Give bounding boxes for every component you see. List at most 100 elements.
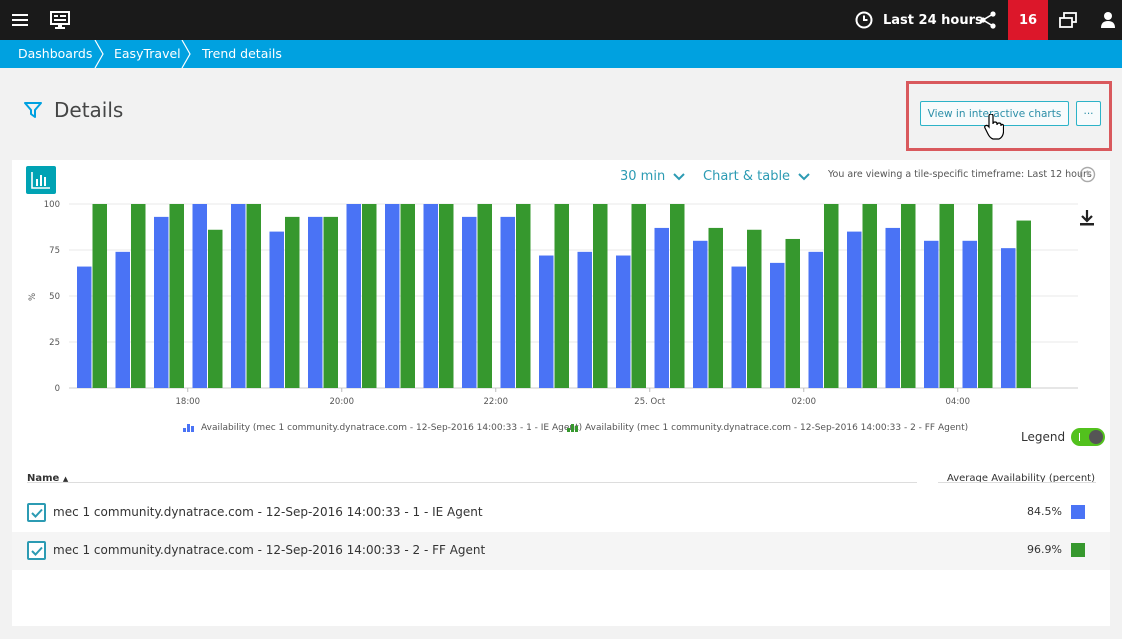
- table-row[interactable]: mec 1 community.dynatrace.com - 12-Sep-2…: [12, 532, 1110, 570]
- bar-ff[interactable]: [285, 216, 300, 388]
- bar-ff[interactable]: [939, 204, 955, 388]
- bar-ff[interactable]: [477, 204, 493, 388]
- bar-ff[interactable]: [824, 204, 839, 388]
- breadcrumb-dashboards[interactable]: Dashboards: [18, 46, 93, 61]
- bar-ff[interactable]: [208, 229, 223, 388]
- bar-ff[interactable]: [670, 204, 685, 388]
- bar-ie[interactable]: [346, 204, 362, 388]
- sort-asc-icon: ▲: [62, 475, 69, 483]
- bar-ie[interactable]: [308, 216, 323, 388]
- bar-ff[interactable]: [362, 204, 377, 388]
- chevron-down-icon: [798, 172, 810, 180]
- menu-icon[interactable]: [8, 0, 32, 40]
- bar-ie[interactable]: [770, 262, 785, 388]
- bar-ie[interactable]: [847, 231, 862, 388]
- user-icon[interactable]: [1096, 0, 1120, 40]
- breadcrumb-separator-icon: [181, 40, 191, 68]
- bar-ie[interactable]: [539, 255, 554, 388]
- column-header-name[interactable]: Name ▲: [27, 473, 68, 484]
- highlight-box: [906, 81, 1112, 151]
- legend-label-ie: Availability (mec 1 community.dynatrace.…: [201, 423, 583, 433]
- bar-ff[interactable]: [747, 229, 762, 388]
- bar-ie[interactable]: [693, 240, 708, 388]
- clock-icon: [855, 11, 873, 29]
- clock-icon[interactable]: [1079, 166, 1096, 183]
- x-tick-label: 04:00: [946, 397, 971, 407]
- bar-ff[interactable]: [631, 204, 647, 388]
- resolution-dropdown[interactable]: 30 min: [620, 169, 685, 184]
- bar-ff[interactable]: [439, 204, 454, 388]
- legend-label-ff: Availability (mec 1 community.dynatrace.…: [585, 423, 969, 433]
- x-tick-label: 18:00: [176, 397, 201, 407]
- bar-ff[interactable]: [593, 204, 608, 388]
- series-color-swatch: [1071, 505, 1085, 519]
- bar-ie[interactable]: [423, 204, 439, 388]
- bar-ie[interactable]: [500, 216, 516, 388]
- y-axis-label: %: [28, 293, 38, 301]
- x-tick-label: 22:00: [484, 397, 509, 407]
- bar-ie[interactable]: [654, 227, 670, 388]
- bar-ie[interactable]: [77, 266, 92, 388]
- bar-ie[interactable]: [924, 240, 939, 388]
- y-tick-label: 50: [49, 292, 60, 302]
- bar-ff[interactable]: [400, 204, 416, 388]
- bar-ie[interactable]: [808, 251, 824, 388]
- bar-ie[interactable]: [192, 204, 208, 388]
- bar-ie[interactable]: [1001, 248, 1016, 388]
- bar-ff[interactable]: [554, 204, 570, 388]
- bar-ie[interactable]: [577, 251, 593, 388]
- toggle-on-mark: [1079, 433, 1080, 441]
- bar-ff[interactable]: [901, 204, 916, 388]
- row-checkbox[interactable]: [27, 541, 46, 560]
- hand-cursor-icon: [984, 114, 1004, 140]
- bar-ie[interactable]: [462, 216, 477, 388]
- bar-ie[interactable]: [269, 231, 285, 388]
- y-tick-label: 75: [49, 246, 60, 256]
- y-tick-label: 0: [55, 384, 60, 394]
- share-icon[interactable]: [976, 0, 1000, 40]
- bar-ie[interactable]: [385, 204, 400, 388]
- bar-ff[interactable]: [131, 204, 146, 388]
- bar-ff[interactable]: [92, 204, 108, 388]
- bar-ie[interactable]: [885, 227, 901, 388]
- more-button[interactable]: ···: [1076, 101, 1101, 126]
- bar-ff[interactable]: [246, 204, 262, 388]
- bar-ff[interactable]: [516, 204, 531, 388]
- timeframe-selector[interactable]: Last 24 hours: [855, 0, 983, 40]
- table-row[interactable]: mec 1 community.dynatrace.com - 12-Sep-2…: [12, 494, 1110, 532]
- download-icon[interactable]: [1079, 209, 1095, 227]
- bar-ie[interactable]: [115, 251, 131, 388]
- windows-icon[interactable]: [1056, 0, 1080, 40]
- bar-ie[interactable]: [231, 204, 246, 388]
- timeframe-label: Last 24 hours: [883, 12, 983, 28]
- page-title: Details: [54, 98, 124, 122]
- x-tick-label: 20:00: [330, 397, 355, 407]
- problems-badge[interactable]: 16: [1008, 0, 1048, 40]
- bar-ff[interactable]: [862, 204, 878, 388]
- bar-ff[interactable]: [785, 238, 801, 388]
- bar-ff[interactable]: [978, 204, 993, 388]
- display-mode-dropdown[interactable]: Chart & table: [703, 169, 810, 184]
- check-icon: [30, 546, 43, 556]
- bar-ff[interactable]: [708, 227, 724, 388]
- dashboard-icon[interactable]: [48, 0, 72, 40]
- bar-ff[interactable]: [169, 204, 185, 388]
- filter-icon[interactable]: [24, 101, 42, 119]
- top-bar: Last 24 hours 16: [0, 0, 1122, 40]
- header-divider: [27, 482, 917, 483]
- bar-ie[interactable]: [962, 240, 978, 388]
- y-tick-label: 25: [49, 338, 60, 348]
- bar-ie[interactable]: [154, 216, 169, 388]
- row-value: 96.9%: [1027, 543, 1062, 556]
- legend-toggle[interactable]: [1071, 428, 1105, 446]
- bar-ie[interactable]: [731, 266, 747, 388]
- legend-item-ie[interactable]: Availability (mec 1 community.dynatrace.…: [183, 423, 582, 433]
- bar-ff[interactable]: [323, 216, 339, 388]
- bar-ie[interactable]: [616, 255, 631, 388]
- bar-ff[interactable]: [1016, 220, 1032, 388]
- row-checkbox[interactable]: [27, 503, 46, 522]
- column-header-value[interactable]: Average Availability (percent): [946, 473, 1095, 484]
- legend-item-ff[interactable]: Availability (mec 1 community.dynatrace.…: [567, 423, 968, 433]
- breadcrumb-easytravel[interactable]: EasyTravel: [114, 46, 181, 61]
- bar-chart-icon[interactable]: [26, 166, 56, 194]
